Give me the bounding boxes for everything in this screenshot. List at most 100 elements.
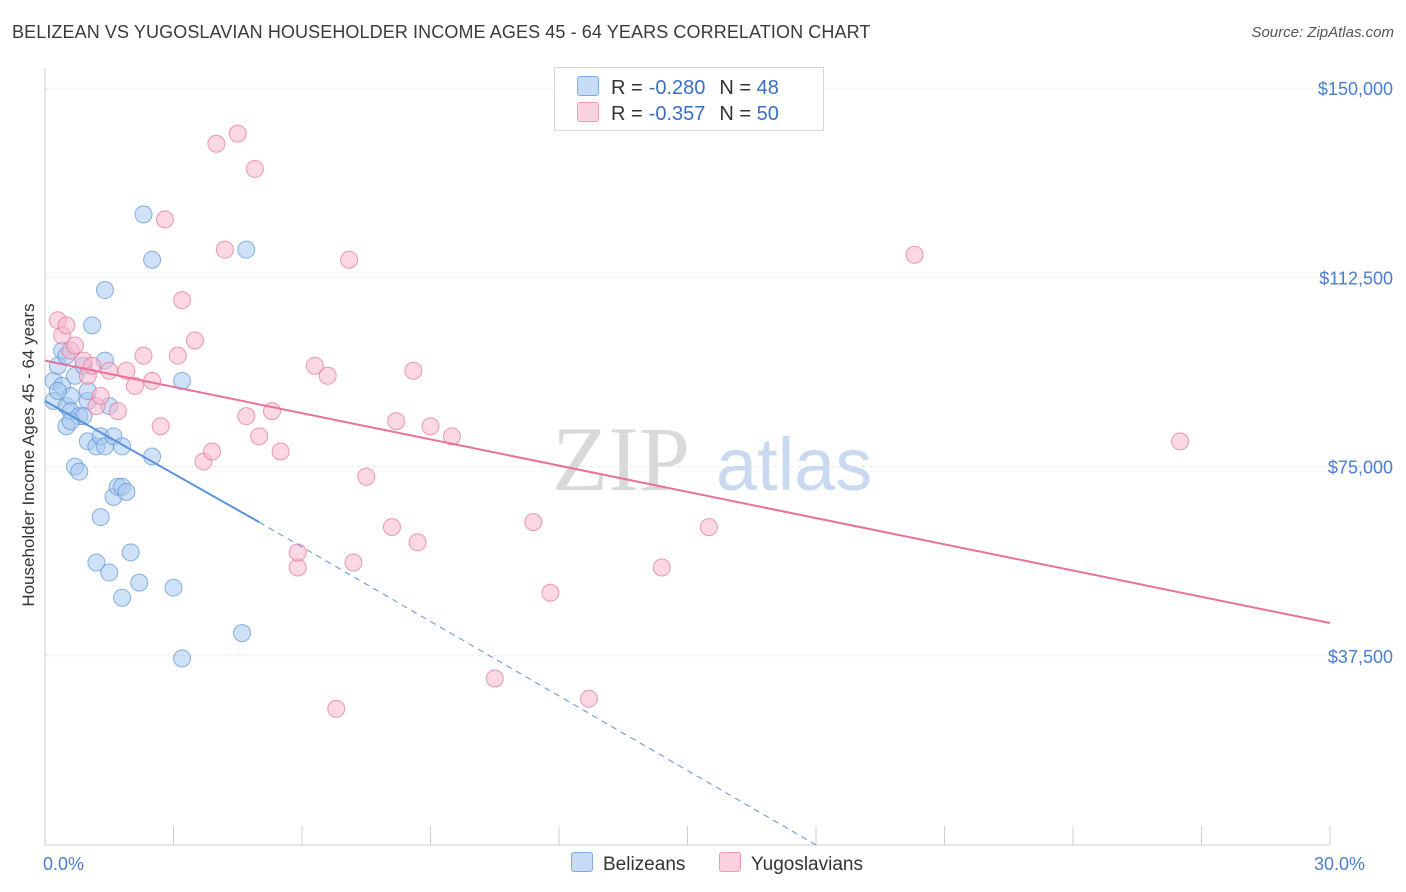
x-tick-label: 0.0% (43, 854, 84, 874)
data-point (117, 361, 136, 380)
legend-r-value: -0.280 (648, 77, 706, 99)
data-point (65, 336, 84, 355)
legend-r-value: -0.357 (648, 103, 706, 125)
axes (44, 68, 1331, 846)
series-yugoslavians (48, 124, 1190, 718)
series-belizeans (44, 205, 256, 668)
legend-n-label: N = (719, 77, 752, 99)
legend-n-value: 50 (756, 103, 779, 125)
watermark-atlas: atlas (716, 423, 872, 506)
trend-lines (44, 359, 1331, 846)
chart-title: BELIZEAN VS YUGOSLAVIAN HOUSEHOLDER INCO… (12, 22, 871, 42)
data-point (245, 159, 264, 178)
y-tick-label: $75,000 (1328, 458, 1393, 478)
legend-r-label: R = (611, 77, 643, 99)
data-point (125, 376, 144, 395)
data-point (288, 558, 307, 577)
data-point (117, 482, 136, 501)
data-point (408, 533, 427, 552)
data-point (699, 518, 718, 537)
data-point (579, 689, 598, 708)
data-point (905, 245, 924, 264)
watermark: ZIP atlas (552, 408, 872, 510)
data-point (83, 316, 102, 335)
data-point (91, 508, 110, 527)
bottom-legend-yugoslavians: Yugoslavians (719, 852, 863, 876)
watermark-zip: ZIP (552, 408, 690, 510)
data-point (340, 250, 359, 269)
data-point (485, 669, 504, 688)
data-point (207, 134, 226, 153)
data-point (271, 442, 290, 461)
data-point (305, 356, 324, 375)
data-point (357, 467, 376, 486)
data-point (1171, 432, 1190, 451)
legend-n-value: 48 (756, 77, 779, 99)
data-point (404, 361, 423, 380)
data-point (100, 563, 119, 582)
data-point (421, 417, 440, 436)
data-point (91, 386, 110, 405)
data-point (164, 578, 183, 597)
tick-labels: $37,500 $75,000 $112,500 $150,000 0.0% 30.0% (43, 79, 1393, 874)
y-tick-label: $112,500 (1319, 268, 1393, 288)
legend-row-yugoslavians: R = -0.357 N = 50 (577, 102, 779, 128)
trend-line-belizeans (44, 400, 260, 523)
data-point (382, 518, 401, 537)
data-point (173, 291, 192, 310)
legend-r-label: R = (611, 103, 643, 125)
data-point (228, 124, 247, 143)
data-point (70, 462, 89, 481)
data-point (48, 381, 67, 400)
bottom-legend-swatch-yugoslavians (719, 852, 741, 872)
data-point (203, 442, 222, 461)
data-point (215, 240, 234, 259)
data-point (237, 240, 256, 259)
data-point (121, 543, 140, 562)
data-point (173, 649, 192, 668)
data-point (541, 583, 560, 602)
data-point (185, 331, 204, 350)
data-point (108, 402, 127, 421)
trend-line-yugoslavians (44, 359, 1331, 624)
bottom-legend-belizeans: Belizeans (571, 852, 685, 876)
y-axis-label: Householder Income Ages 45 - 64 years (19, 303, 38, 606)
correlation-legend: R = -0.280 N = 48 R = -0.357 N = 50 (554, 67, 824, 131)
data-point (87, 553, 106, 572)
data-point (652, 558, 671, 577)
bottom-legend-label: Yugoslavians (751, 854, 863, 875)
data-point (143, 250, 162, 269)
data-point (168, 346, 187, 365)
data-point (327, 699, 346, 718)
data-point (344, 553, 363, 572)
legend-n-label: N = (719, 103, 752, 125)
data-point (318, 366, 337, 385)
data-point (57, 316, 76, 335)
legend-swatch-yugoslavians (577, 102, 599, 122)
data-point (233, 624, 252, 643)
data-point (151, 417, 170, 436)
bottom-legend-label: Belizeans (603, 854, 686, 875)
data-points (44, 124, 1190, 718)
data-point (130, 573, 149, 592)
data-point (134, 346, 153, 365)
bottom-legend-swatch-belizeans (571, 852, 593, 872)
data-point (288, 543, 307, 562)
y-tick-label: $37,500 (1328, 647, 1393, 667)
legend-swatch-belizeans (577, 76, 599, 96)
y-tick-label: $150,000 (1318, 79, 1393, 99)
data-point (113, 588, 132, 607)
data-point (442, 427, 461, 446)
data-point (237, 407, 256, 426)
data-point (524, 513, 543, 532)
data-point (155, 210, 174, 229)
data-point (387, 412, 406, 431)
data-point (134, 205, 153, 224)
source-label: Source: ZipAtlas.com (1251, 24, 1394, 41)
legend-row-belizeans: R = -0.280 N = 48 (577, 76, 779, 102)
x-tick-label: 30.0% (1314, 854, 1365, 874)
data-point (95, 281, 114, 300)
trend-extension-belizeans (258, 521, 817, 846)
data-point (250, 427, 269, 446)
